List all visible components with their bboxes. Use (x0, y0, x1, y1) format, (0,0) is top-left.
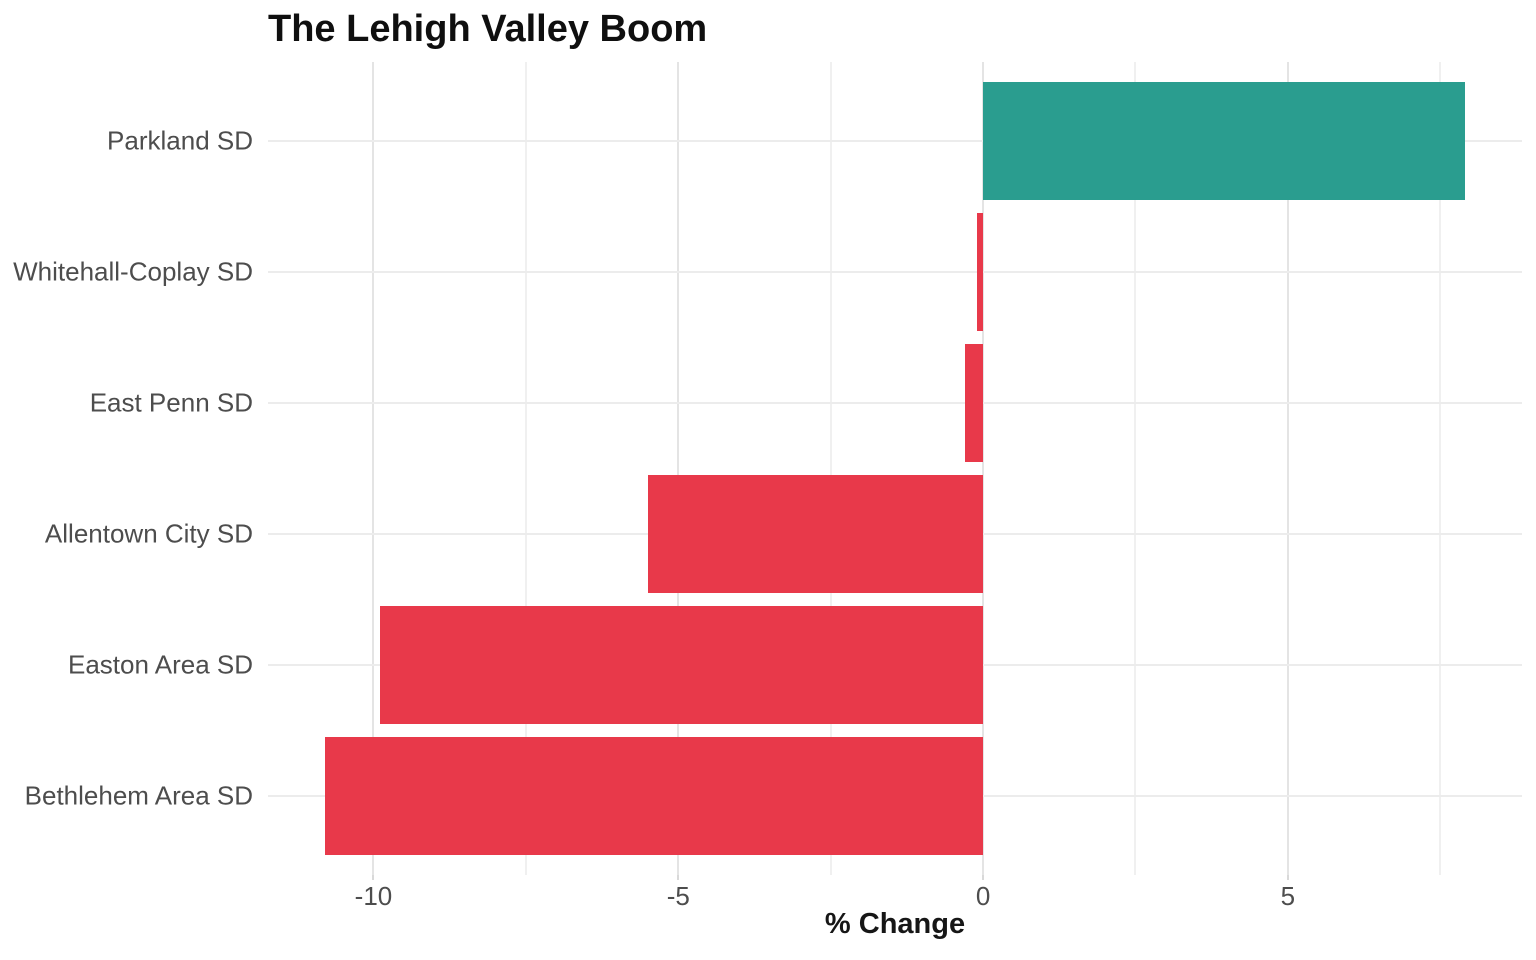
y-axis-label: Allentown City SD (44, 518, 253, 549)
x-tick-mark-0 (982, 875, 985, 880)
x-tick-label--5: -5 (666, 881, 690, 911)
chart-title: The Lehigh Valley Boom (268, 8, 708, 50)
gridline-major-x-5 (1286, 62, 1289, 875)
gridline-minor-x--2.5 (829, 62, 832, 875)
y-axis-label: East Penn SD (89, 387, 253, 418)
x-tick-mark--10 (372, 875, 375, 880)
x-tick-label--10: -10 (354, 881, 393, 911)
gridline-minor-x--7.5 (524, 62, 527, 875)
x-tick-label-0: 0 (975, 881, 991, 911)
gridline-major-x-0 (982, 62, 985, 875)
bar-allentown-city-sd (647, 475, 984, 594)
bar-parkland-sd (983, 81, 1465, 200)
x-tick-label-5: 5 (1280, 881, 1296, 911)
y-axis-label: Easton Area SD (68, 649, 253, 680)
bar-easton-area-sd (379, 606, 984, 725)
gridline-major-y-0 (268, 139, 1522, 142)
bar-bethlehem-area-sd (324, 737, 984, 856)
gridline-minor-x-2.5 (1134, 62, 1137, 875)
y-axis-label: Parkland SD (107, 125, 253, 156)
gridline-major-x--5 (677, 62, 680, 875)
plot-panel (268, 62, 1522, 875)
x-tick-mark-5 (1286, 875, 1289, 880)
gridline-major-y-1 (268, 270, 1522, 273)
x-axis-title: % Change (824, 908, 966, 940)
bar-east-penn-sd (964, 343, 984, 462)
gridline-major-x--10 (372, 62, 375, 875)
gridline-minor-x-7.5 (1439, 62, 1442, 875)
y-axis-label: Whitehall-Coplay SD (13, 256, 253, 287)
x-tick-mark--5 (677, 875, 680, 880)
y-axis-label: Bethlehem Area SD (24, 780, 253, 811)
bar-whitehall-coplay-sd (976, 212, 984, 331)
gridline-major-y-2 (268, 401, 1522, 404)
